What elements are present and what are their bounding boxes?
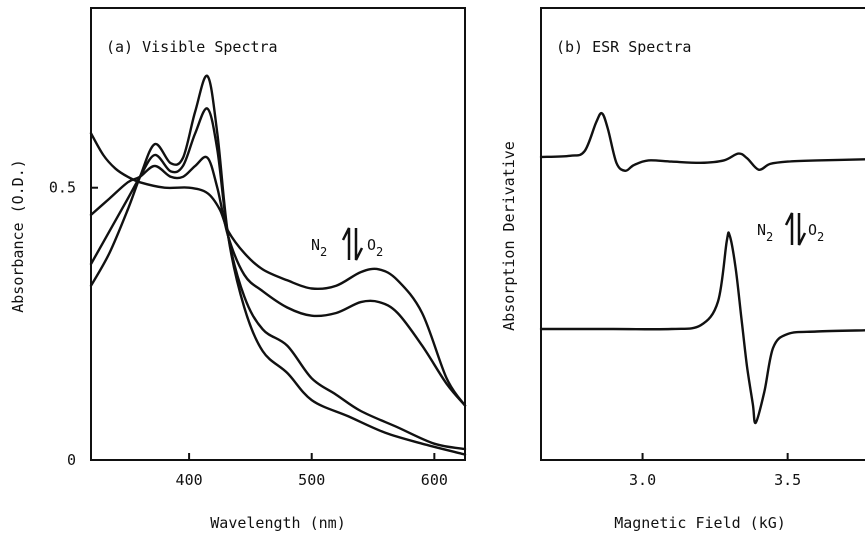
panel-a-ylabel: Absorbance (O.D.): [9, 159, 27, 313]
panel-a-title: (a) Visible Spectra: [106, 38, 278, 56]
down-arrow-icon: [354, 228, 364, 261]
panel-b: (b) ESR Spectra Magnetic Field (kG) Abso…: [500, 7, 865, 532]
panel-a-frame: [90, 7, 466, 461]
panel-b-curves: [539, 111, 865, 425]
o2-label: O2: [367, 236, 383, 259]
panel-b-frame: [540, 7, 865, 461]
panel-a-x-ticks: 400 500 600: [176, 453, 448, 489]
panel-a-n2-o2-annotation: N2 O2: [311, 227, 383, 261]
x-tick-label: 400: [176, 471, 203, 489]
y-tick-label: 0.5: [49, 179, 76, 197]
o2-label: O2: [808, 221, 824, 244]
panel-b-ylabel: Absorption Derivative: [500, 141, 518, 331]
esr-spectrum-curve-2: [539, 231, 865, 425]
esr-spectrum-curve-1: [539, 111, 865, 172]
panel-a-curves: [89, 74, 467, 456]
panel-b-xlabel: Magnetic Field (kG): [614, 514, 786, 532]
panel-b-title: (b) ESR Spectra: [556, 38, 691, 56]
x-tick-label: 600: [421, 471, 448, 489]
x-tick-label: 3.0: [629, 471, 656, 489]
panel-b-n2-o2-annotation: N2 O2: [757, 212, 824, 246]
up-arrow-icon: [784, 212, 794, 245]
x-tick-label: 3.5: [774, 471, 801, 489]
up-arrow-icon: [341, 227, 351, 260]
n2-label: N2: [757, 221, 773, 244]
visible-spectrum-curve-4: [89, 132, 467, 407]
panel-b-x-ticks: 3.0 3.5: [629, 453, 801, 489]
panel-a-xlabel: Wavelength (nm): [210, 514, 345, 532]
x-tick-label: 500: [298, 471, 325, 489]
down-arrow-icon: [797, 213, 807, 246]
visible-spectrum-curve-3: [89, 155, 467, 407]
panel-a-y-ticks: 00.5: [49, 179, 98, 469]
n2-label: N2: [311, 236, 327, 259]
visible-spectrum-curve-1: [89, 74, 467, 456]
visible-spectrum-curve-2: [89, 107, 467, 451]
y-tick-label: 0: [67, 451, 76, 469]
panel-a: (a) Visible Spectra Wavelength (nm) Abso…: [9, 7, 467, 532]
